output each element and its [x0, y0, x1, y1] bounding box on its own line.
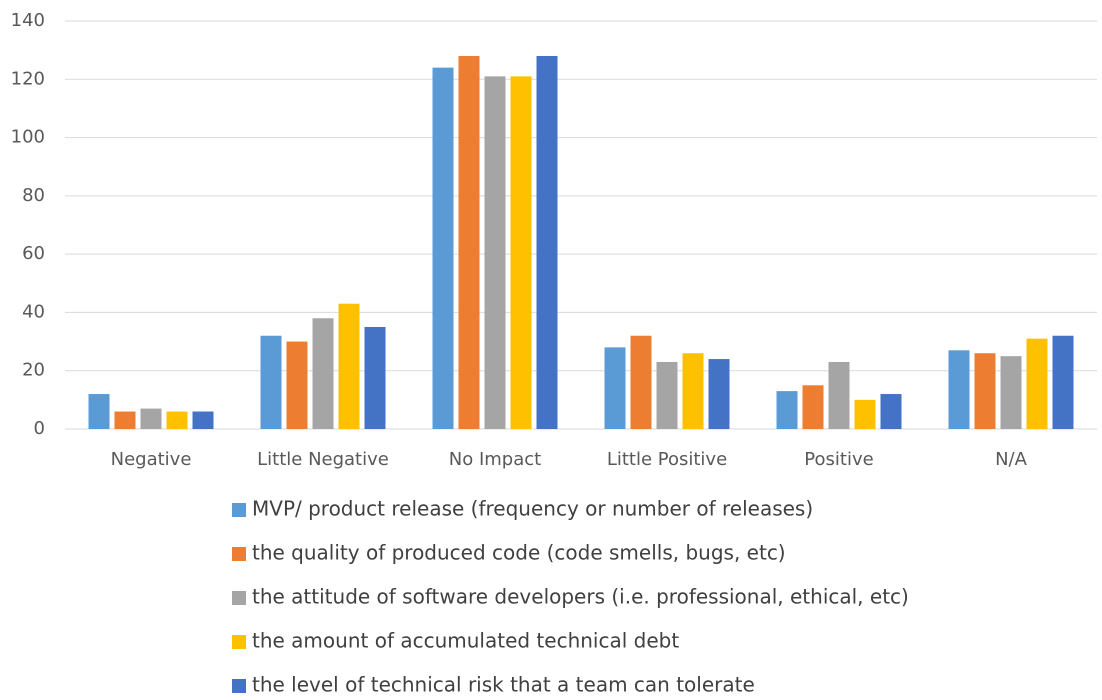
x-tick-label: Little Positive: [607, 449, 727, 470]
bar: [432, 67, 454, 429]
legend-label: the quality of produced code (code smell…: [252, 541, 786, 565]
legend-swatch: [232, 503, 246, 517]
bar: [510, 76, 532, 429]
legend-label: the level of technical risk that a team …: [252, 673, 755, 697]
bar: [1000, 356, 1022, 429]
bar: [604, 347, 626, 429]
bar: [140, 408, 162, 429]
legend-swatch: [232, 635, 246, 649]
y-tick-label: 40: [22, 301, 45, 322]
legend-label: the amount of accumulated technical debt: [252, 629, 679, 653]
bar: [880, 394, 902, 429]
bar: [312, 318, 334, 429]
bar: [536, 55, 558, 429]
x-tick-label: Positive: [804, 449, 873, 470]
legend-swatch: [232, 679, 246, 693]
legend-swatch: [232, 591, 246, 605]
y-tick-label: 120: [11, 68, 45, 89]
y-tick-label: 140: [11, 10, 45, 31]
bar: [192, 411, 214, 429]
bar: [974, 353, 996, 429]
bar: [286, 341, 308, 429]
x-tick-label: Little Negative: [257, 449, 389, 470]
legend-label: the attitude of software developers (i.e…: [252, 585, 909, 609]
y-tick-label: 100: [11, 127, 45, 148]
bar: [854, 399, 876, 429]
bar: [114, 411, 136, 429]
bar: [364, 327, 386, 429]
bar: [260, 335, 282, 429]
y-tick-label: 80: [22, 185, 45, 206]
bar: [1026, 338, 1048, 429]
bar: [708, 359, 730, 429]
y-tick-label: 0: [34, 418, 45, 439]
bar: [88, 394, 110, 429]
x-tick-label: N/A: [995, 449, 1028, 470]
legend-swatch: [232, 547, 246, 561]
bar: [166, 411, 188, 429]
bar: [682, 353, 704, 429]
bar: [802, 385, 824, 429]
x-tick-label: Negative: [111, 449, 192, 470]
bar: [948, 350, 970, 429]
bar: [656, 361, 678, 429]
x-tick-label: No Impact: [449, 449, 541, 470]
y-tick-label: 60: [22, 243, 45, 264]
bar: [630, 335, 652, 429]
y-tick-label: 20: [22, 360, 45, 381]
bar: [776, 391, 798, 429]
bar: [484, 76, 506, 429]
legend: MVP/ product release (frequency or numbe…: [232, 497, 909, 697]
bar: [1052, 335, 1074, 429]
legend-label: MVP/ product release (frequency or numbe…: [252, 497, 813, 521]
bar: [458, 55, 480, 429]
bar: [338, 303, 360, 429]
bar: [828, 361, 850, 429]
